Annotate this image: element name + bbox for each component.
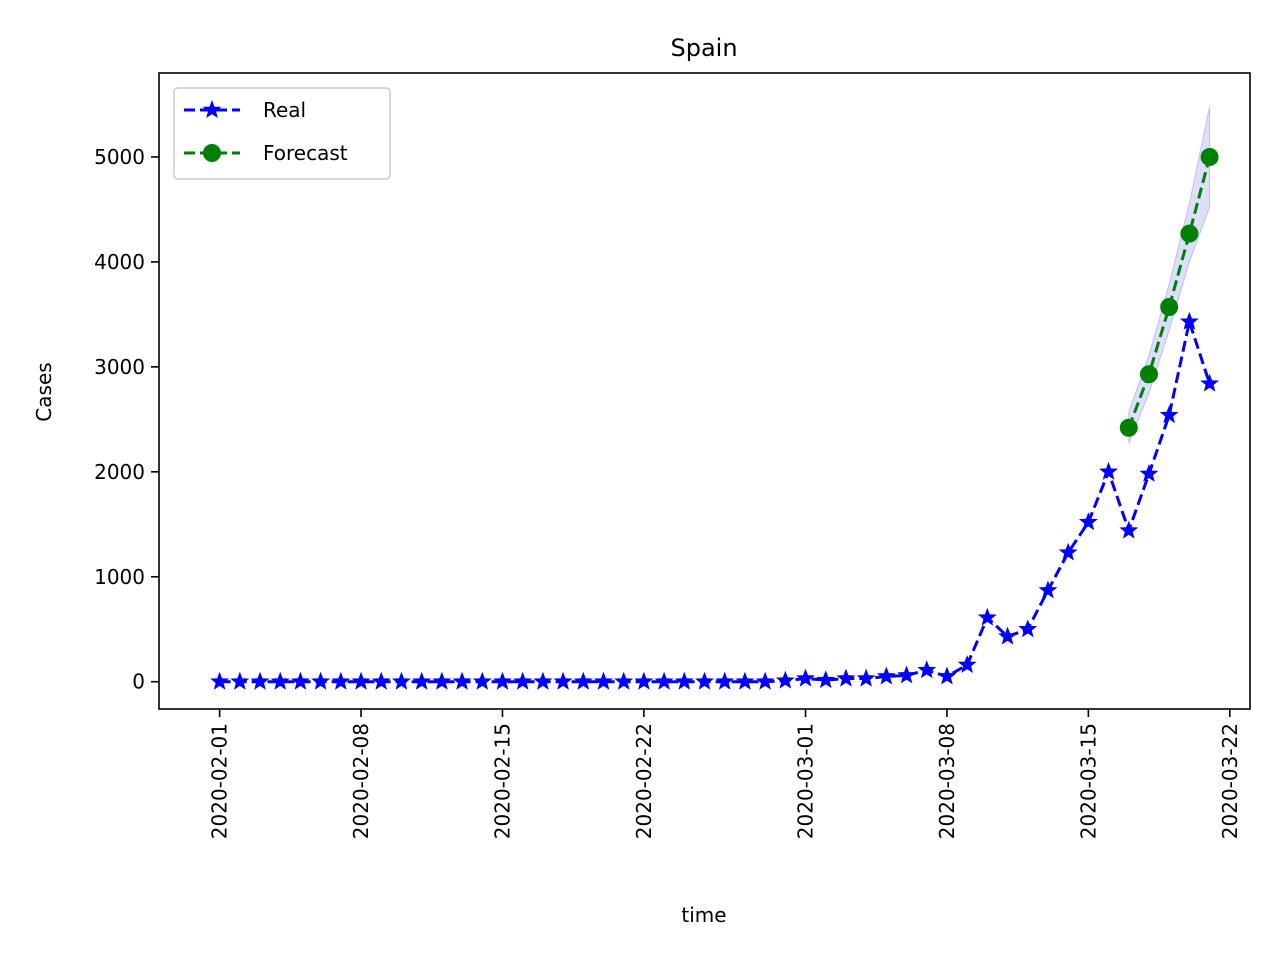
legend-forecast-label: Forecast	[263, 141, 348, 165]
real-point	[614, 671, 634, 690]
real-point	[654, 671, 674, 690]
x-tick-label: 2020-03-08	[935, 723, 959, 839]
y-axis-title: Cases	[32, 362, 56, 421]
real-point	[290, 671, 310, 690]
y-tick-label: 0	[132, 670, 145, 694]
x-tick-label: 2020-02-01	[208, 723, 232, 839]
real-point	[674, 671, 694, 690]
y-tick-label: 1000	[94, 565, 145, 589]
y-tick-label: 5000	[94, 145, 145, 169]
forecast-line	[1127, 156, 1212, 429]
real-point	[937, 666, 957, 685]
real-point	[594, 671, 613, 690]
y-tick-label: 3000	[94, 355, 145, 379]
real-point	[1018, 619, 1038, 638]
x-tick-label: 2020-03-15	[1076, 723, 1100, 839]
real-point	[1159, 405, 1179, 424]
real-point	[715, 671, 735, 690]
legend-forecast-marker	[203, 144, 221, 162]
real-point	[230, 671, 250, 690]
real-point	[977, 607, 997, 626]
x-tick-label: 2020-02-22	[632, 723, 656, 839]
real-point	[1038, 580, 1058, 599]
y-tick-label: 4000	[94, 250, 145, 274]
real-point	[210, 671, 230, 690]
forecast-point	[1139, 365, 1158, 384]
y-tick-label: 2000	[94, 460, 145, 484]
real-point	[351, 671, 371, 690]
real-point	[392, 671, 411, 690]
real-point	[1119, 520, 1139, 539]
real-point	[755, 671, 775, 690]
real-point	[1139, 463, 1159, 482]
y-axis: 0 1000 2000 3000 4000 5000	[94, 145, 159, 694]
real-point	[998, 626, 1017, 645]
real-point	[1200, 373, 1220, 392]
x-axis-title: time	[681, 903, 726, 927]
x-axis: 2020-02-01 2020-02-08 2020-02-15 2020-02-22…	[208, 709, 1242, 839]
x-tick-label: 2020-02-15	[490, 723, 514, 839]
real-point	[553, 671, 573, 690]
real-point	[371, 671, 391, 690]
real-point	[493, 671, 512, 690]
real-point	[856, 668, 876, 687]
real-point	[573, 671, 593, 690]
real-point	[1179, 311, 1199, 330]
real-point	[412, 671, 432, 690]
real-point	[311, 671, 331, 690]
forecast-point	[1160, 298, 1179, 317]
forecast-point	[1200, 147, 1219, 166]
real-point	[917, 660, 937, 679]
x-tick-label: 2020-03-01	[794, 723, 818, 839]
real-point	[331, 671, 351, 690]
real-point	[1099, 461, 1119, 480]
real-point	[735, 671, 755, 690]
plot-frame	[158, 72, 1251, 710]
legend-real-marker	[202, 100, 222, 119]
legend-box	[173, 87, 391, 180]
real-point	[1078, 512, 1098, 531]
real-point	[816, 670, 836, 689]
real-point	[513, 671, 533, 690]
real-point	[876, 666, 896, 685]
legend-real-label: Real	[263, 98, 306, 122]
chart-title: Spain	[670, 34, 737, 62]
real-point	[1058, 542, 1078, 561]
forecast-point	[1180, 224, 1199, 243]
real-point	[796, 668, 815, 687]
real-point	[533, 671, 553, 690]
plot-area	[210, 106, 1220, 690]
real-point	[432, 671, 452, 690]
real-point	[836, 668, 856, 687]
x-tick-label: 2020-03-22	[1218, 723, 1242, 839]
real-point	[472, 671, 492, 690]
real-point	[634, 671, 654, 690]
x-tick-label: 2020-02-08	[349, 723, 373, 839]
real-point	[897, 665, 916, 684]
real-point	[270, 671, 290, 690]
real-point	[957, 655, 977, 673]
real-point	[695, 671, 714, 690]
real-point	[452, 671, 472, 690]
forecast-point	[1119, 418, 1138, 437]
real-point	[250, 671, 270, 690]
legend: Real Forecast	[173, 87, 391, 180]
real-point	[775, 670, 795, 689]
